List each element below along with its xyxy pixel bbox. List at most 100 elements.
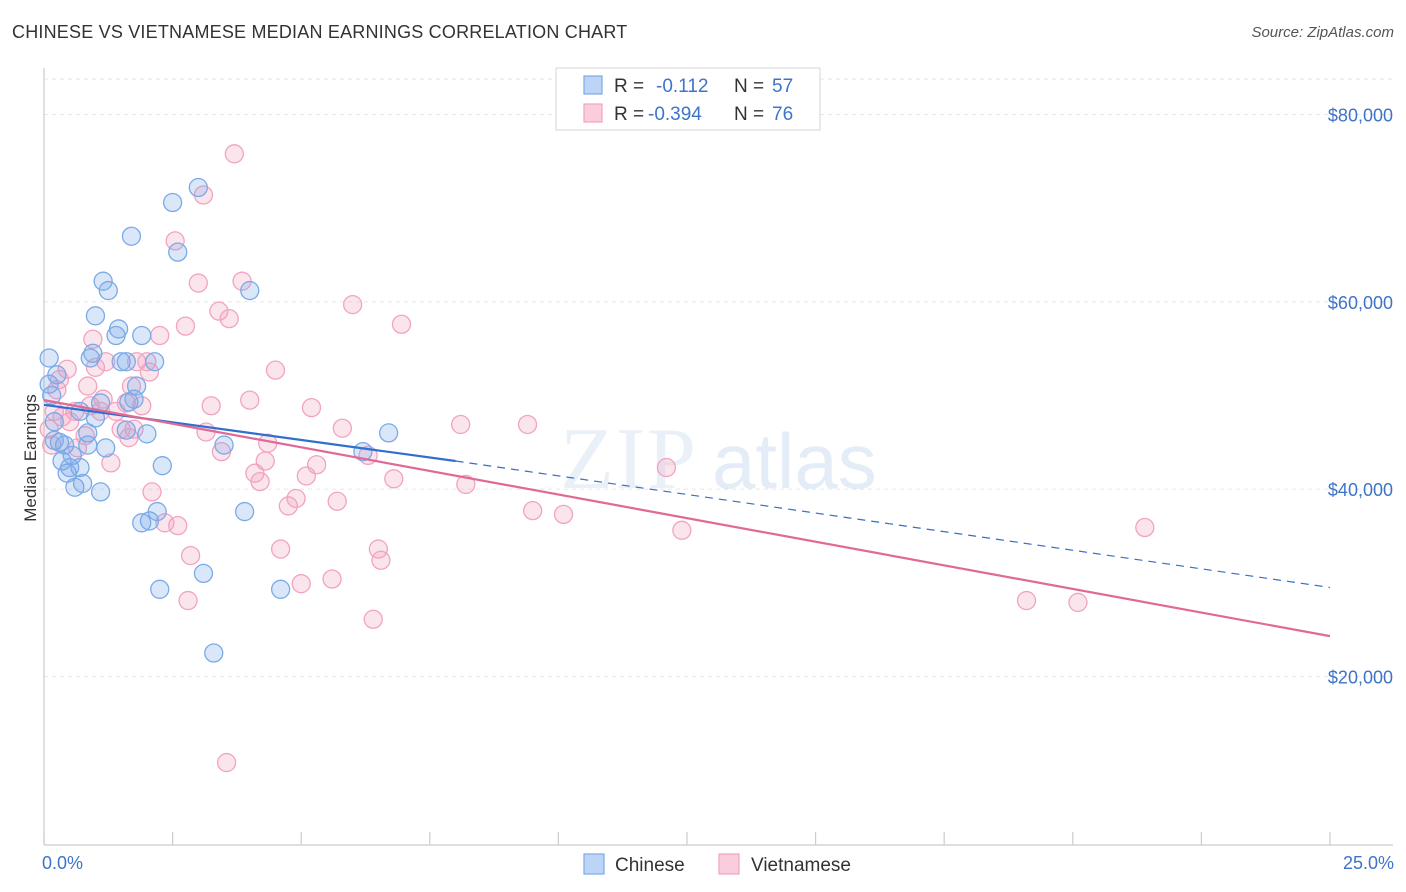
bottom-legend-swatch-chinese [583,853,605,875]
chinese-point-52 [270,579,291,599]
vietnamese-point-7 [60,412,80,432]
x-tick-label-end: 25.0% [1343,853,1394,873]
vietnamese-point-60 [322,569,342,589]
grid-lines [44,78,1393,677]
chinese-point-43 [152,456,172,476]
legend-n-label-vietnamese: N = [734,104,764,125]
legend-n-label-chinese: N = [734,76,764,97]
x-tick-label-start: 0.0% [42,853,83,873]
chart-title: CHINESE VS VIETNAMESE MEDIAN EARNINGS CO… [12,22,628,42]
chinese-point-28 [108,319,129,339]
y-tick-label-3: $80,000 [1328,105,1393,125]
chinese-point-36 [132,513,152,533]
vietnamese-point-74 [553,504,574,525]
chinese-point-24 [93,271,113,291]
chinese-point-45 [168,242,188,262]
chinese-point-40 [144,352,165,372]
vietnamese-point-13 [83,329,103,349]
y-tick-label-0: $20,000 [1328,667,1393,687]
chinese-point-22 [90,482,111,502]
chinese-point-42 [150,579,170,599]
vietnamese-point-73 [523,500,543,521]
vietnamese-point-34 [175,316,196,336]
chinese-point-35 [126,376,147,396]
legend-swatch-chinese [583,75,603,95]
chinese-point-44 [162,192,183,213]
vietnamese-point-71 [456,474,476,495]
vietnamese-point-49 [250,471,270,492]
legend-n-value-chinese: 57 [772,76,793,97]
chinese-point-51 [240,280,260,301]
vietnamese-point-47 [240,390,260,410]
chinese-point-19 [83,343,103,363]
vietnamese-point-29 [142,482,162,502]
svg-text:ZIP: ZIP [560,411,698,508]
chinese-point-7 [52,451,72,471]
legend-r-value-vietnamese: -0.394 [648,104,702,125]
vietnamese-point-36 [180,545,201,566]
vietnamese-point-69 [391,314,412,334]
vietnamese-point-63 [342,294,363,315]
legend-swatch-vietnamese [583,103,603,123]
chinese-point-38 [137,424,157,444]
vietnamese-point-66 [368,539,389,559]
vietnamese-point-18 [101,453,121,473]
chinese-point-8 [54,435,75,455]
vietnamese-point-53 [270,539,291,559]
chinese-point-47 [193,563,214,584]
chinese-point-32 [119,392,139,412]
source-label: Source: ZipAtlas.com [1251,24,1394,41]
chinese-point-54 [378,423,399,443]
watermark: ZIP atlas [560,411,877,508]
vietnamese-point-56 [291,574,311,594]
chinese-point-5 [47,365,67,385]
chinese-points [39,177,399,663]
vietnamese-point-44 [219,308,239,329]
chinese-point-49 [214,435,234,455]
chinese-trend-line [43,403,456,463]
vietnamese-point-6 [57,359,77,379]
chinese-point-0 [39,348,59,368]
legend-r-label-chinese: R = [614,76,644,97]
chinese-point-26 [98,280,118,301]
svg-text:atlas: atlas [712,417,877,505]
vietnamese-point-79 [1135,517,1155,538]
vietnamese-point-14 [85,357,106,377]
vietnamese-point-55 [286,488,306,509]
legend-r-value-chinese: -0.112 [656,76,708,97]
vietnamese-point-45 [224,144,244,164]
chinese-point-15 [72,473,93,494]
vietnamese-point-41 [209,301,229,321]
chinese-point-50 [234,501,255,522]
bottom-legend: Chinese Vietnamese [583,853,851,876]
vietnamese-point-62 [332,418,353,438]
vietnamese-point-35 [178,590,198,611]
vietnamese-point-78 [1068,592,1088,613]
chinese-point-29 [111,352,131,372]
chinese-point-37 [132,325,152,346]
vietnamese-point-77 [1016,590,1037,611]
vietnamese-point-37 [188,273,208,293]
vietnamese-point-43 [216,752,237,773]
vietnamese-trend-line [43,399,1331,638]
y-tick-labels: $20,000 $40,000 $60,000 $80,000 [1328,105,1393,687]
chinese-point-31 [116,352,136,372]
legend-r-label-vietnamese: R = [614,104,644,125]
vietnamese-point-54 [278,496,298,516]
y-tick-label-1: $40,000 [1328,480,1393,500]
chinese-trend-extension [455,460,1331,589]
vietnamese-point-59 [306,455,327,475]
vietnamese-point-52 [265,360,286,380]
vietnamese-point-61 [327,491,347,511]
chinese-point-11 [62,445,82,466]
chinese-point-10 [60,457,80,478]
chinese-point-48 [204,643,224,663]
chinese-point-21 [85,306,106,326]
chinese-point-3 [44,412,64,432]
vietnamese-point-75 [656,457,677,478]
vietnamese-point-33 [168,515,188,536]
vietnamese-point-32 [165,231,185,251]
chinese-point-25 [96,438,116,458]
x-tick-marks [43,832,1331,845]
vietnamese-point-72 [517,414,538,435]
